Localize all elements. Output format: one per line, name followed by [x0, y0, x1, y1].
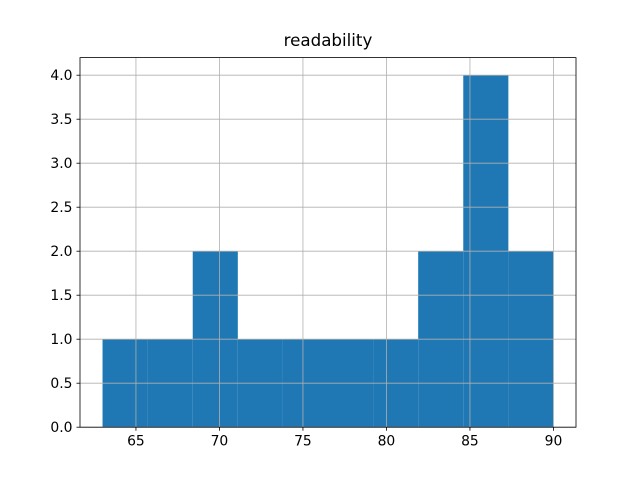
x-tick-label: 70: [211, 433, 229, 449]
y-tick-label: 3.5: [50, 112, 72, 128]
x-tick-labels: 65 70 75 80 85 90: [127, 433, 562, 449]
y-tick-label: 1.0: [50, 332, 72, 348]
x-tick-label: 90: [545, 433, 563, 449]
y-tick-label: 3.0: [50, 156, 72, 172]
chart-title: readability: [284, 30, 373, 50]
y-tick-label: 0.0: [50, 420, 72, 436]
y-tick-label: 0.5: [50, 376, 72, 392]
y-tick-label: 1.5: [50, 288, 72, 304]
y-tick-label: 4.0: [50, 68, 72, 84]
x-tick-label: 80: [378, 433, 396, 449]
plot-border: [79, 57, 577, 428]
axis-ticks: [76, 74, 554, 431]
x-tick-label: 85: [461, 433, 479, 449]
x-tick-label: 75: [294, 433, 312, 449]
y-tick-label: 2.5: [50, 200, 72, 216]
x-tick-label: 65: [127, 433, 145, 449]
y-tick-labels: 0.0 0.5 1.0 1.5 2.0 2.5 3.0 3.5 4.0: [50, 68, 72, 436]
y-tick-label: 2.0: [50, 244, 72, 260]
